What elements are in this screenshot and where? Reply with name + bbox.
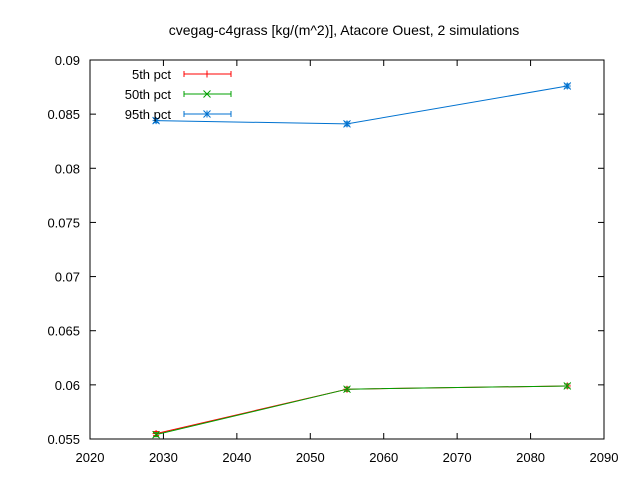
legend-label: 5th pct — [132, 67, 171, 82]
chart-title: cvegag-c4grass [kg/(m^2)], Atacore Ouest… — [169, 22, 520, 38]
legend-marker — [203, 110, 211, 118]
series-layer — [152, 82, 572, 439]
series-line — [155, 385, 568, 436]
series-0 — [152, 382, 571, 438]
y-tick-label: 0.09 — [55, 53, 80, 68]
series-line — [155, 385, 568, 435]
x-tick-label: 2060 — [369, 450, 398, 465]
legend-label: 50th pct — [125, 87, 172, 102]
x-tick-label: 2080 — [516, 450, 545, 465]
y-tick-label: 0.065 — [47, 324, 80, 339]
data-point — [343, 120, 351, 128]
series-1 — [152, 382, 572, 439]
data-point — [152, 430, 160, 438]
x-tick-label: 2090 — [590, 450, 619, 465]
x-tick-label: 2020 — [76, 450, 105, 465]
y-tick-label: 0.06 — [55, 378, 80, 393]
x-tick-label: 2050 — [296, 450, 325, 465]
series-2 — [152, 82, 572, 128]
data-point — [152, 430, 160, 439]
legend: 5th pct 50th pct 95th pct — [125, 67, 232, 122]
legend-marker — [203, 90, 211, 98]
x-tick-label: 2070 — [443, 450, 472, 465]
x-tick-label: 2040 — [222, 450, 251, 465]
series-line — [156, 85, 568, 125]
y-tick-label: 0.055 — [47, 432, 80, 447]
data-point — [563, 82, 572, 90]
legend-marker — [203, 70, 211, 78]
data-point — [563, 382, 572, 390]
plot-frame — [89, 59, 605, 440]
legend-label: 95th pct — [125, 107, 172, 122]
y-tick-label: 0.08 — [55, 161, 80, 176]
y-tick-label: 0.07 — [55, 270, 80, 285]
x-tick-label: 2030 — [149, 450, 178, 465]
data-point — [343, 385, 351, 394]
y-tick-label: 0.075 — [47, 215, 80, 230]
y-tick-label: 0.085 — [47, 107, 80, 122]
axes: 2020 2030 2040 2050 2060 2070 2080 2090 0.055 0.0… — [47, 53, 618, 465]
data-point — [152, 116, 160, 125]
